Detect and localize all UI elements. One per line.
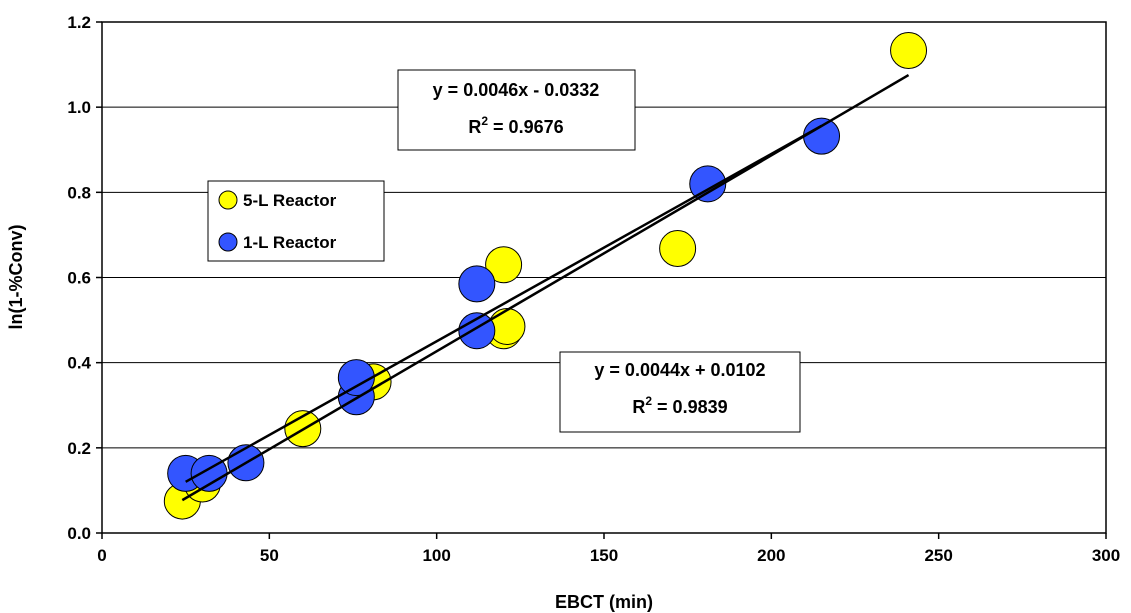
data-point-5l <box>659 230 697 268</box>
y-tick-label: 0.2 <box>67 439 91 458</box>
r2-upper-value: = 0.9676 <box>488 117 564 137</box>
x-tick-label: 150 <box>590 546 618 565</box>
x-tick-label: 300 <box>1092 546 1120 565</box>
r2-upper-superscript: 2 <box>481 114 488 128</box>
r2-lower-superscript: 2 <box>645 394 652 408</box>
y-tick-label: 1.2 <box>67 13 91 32</box>
equation-box-lower: y = 0.0044x + 0.0102 R2 = 0.9839 <box>559 351 801 433</box>
equation-lower: y = 0.0044x + 0.0102 <box>594 360 765 380</box>
r2-upper-prefix: R <box>468 117 481 137</box>
r-squared-lower: R2 = 0.9839 <box>632 394 727 417</box>
equation-box-upper-frame <box>397 69 636 151</box>
x-tick-label: 0 <box>97 546 106 565</box>
trendlines <box>181 73 910 502</box>
y-axis-title: ln(1-%Conv) <box>6 225 26 330</box>
equation-box-lower-frame <box>559 351 801 433</box>
data-point-1l <box>803 117 841 155</box>
x-tick-label: 100 <box>422 546 450 565</box>
data-points <box>163 32 928 520</box>
legend-swatch-5l-reactor <box>218 190 238 210</box>
r2-lower-prefix: R <box>632 397 645 417</box>
x-tick-label: 250 <box>924 546 952 565</box>
data-point-5l <box>485 246 523 284</box>
trendline-1l <box>185 124 823 483</box>
r-squared-upper: R2 = 0.9676 <box>468 114 563 137</box>
y-tick-label: 1.0 <box>67 98 91 117</box>
legend-label-5l-reactor: 5-L Reactor <box>243 191 337 210</box>
r2-lower-value: = 0.9839 <box>652 397 728 417</box>
equation-box-upper: y = 0.0046x - 0.0332 R2 = 0.9676 <box>397 69 636 151</box>
y-tick-label: 0.0 <box>67 524 91 543</box>
legend: 5-L Reactor 1-L Reactor <box>207 180 385 262</box>
legend-frame <box>207 180 385 262</box>
data-point-1l <box>689 165 727 203</box>
x-tick-label: 50 <box>260 546 279 565</box>
y-tick-label: 0.8 <box>67 183 91 202</box>
data-point-1l <box>458 265 496 303</box>
axis-ticks: 0.0 0.2 0.4 0.6 0.8 1.0 1.2 0 50 100 150 200 250 300 <box>67 13 1120 565</box>
legend-label-1l-reactor: 1-L Reactor <box>243 233 337 252</box>
legend-swatch-1l-reactor <box>218 232 238 252</box>
data-point-5l <box>890 32 928 70</box>
equation-upper: y = 0.0046x - 0.0332 <box>433 80 600 100</box>
y-tick-label: 0.4 <box>67 354 91 373</box>
x-tick-label: 200 <box>757 546 785 565</box>
x-axis-title: EBCT (min) <box>555 592 653 612</box>
y-tick-label: 0.6 <box>67 269 91 288</box>
